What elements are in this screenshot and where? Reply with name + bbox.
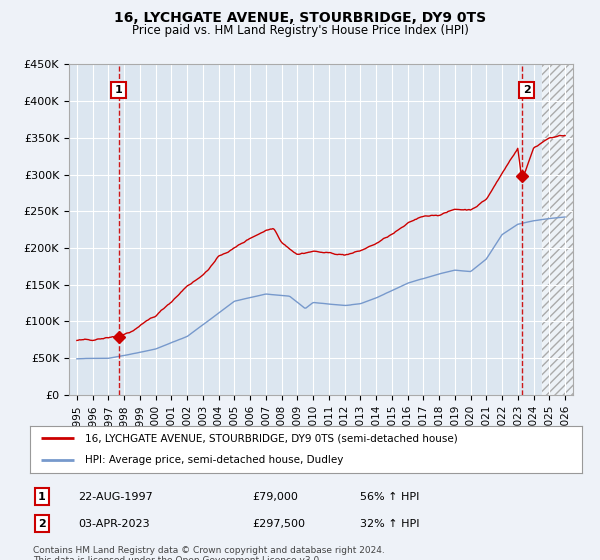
- Text: 1: 1: [115, 85, 122, 95]
- Text: £79,000: £79,000: [252, 492, 298, 502]
- Text: 2: 2: [523, 85, 530, 95]
- Text: Price paid vs. HM Land Registry's House Price Index (HPI): Price paid vs. HM Land Registry's House …: [131, 24, 469, 37]
- Text: HPI: Average price, semi-detached house, Dudley: HPI: Average price, semi-detached house,…: [85, 455, 344, 465]
- Text: 56% ↑ HPI: 56% ↑ HPI: [360, 492, 419, 502]
- Text: 2: 2: [38, 519, 46, 529]
- Text: 03-APR-2023: 03-APR-2023: [78, 519, 149, 529]
- Text: 22-AUG-1997: 22-AUG-1997: [78, 492, 153, 502]
- Text: 16, LYCHGATE AVENUE, STOURBRIDGE, DY9 0TS (semi-detached house): 16, LYCHGATE AVENUE, STOURBRIDGE, DY9 0T…: [85, 433, 458, 444]
- Text: Contains HM Land Registry data © Crown copyright and database right 2024.
This d: Contains HM Land Registry data © Crown c…: [33, 546, 385, 560]
- Text: 16, LYCHGATE AVENUE, STOURBRIDGE, DY9 0TS: 16, LYCHGATE AVENUE, STOURBRIDGE, DY9 0T…: [114, 11, 486, 25]
- Text: £297,500: £297,500: [252, 519, 305, 529]
- Text: 32% ↑ HPI: 32% ↑ HPI: [360, 519, 419, 529]
- Text: 1: 1: [38, 492, 46, 502]
- Bar: [542, 64, 573, 395]
